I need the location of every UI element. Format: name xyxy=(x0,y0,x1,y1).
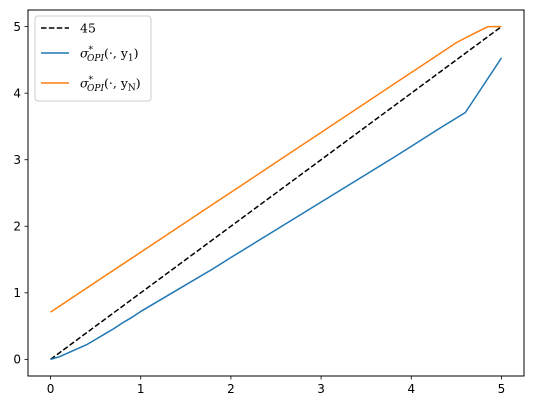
x-tick-label: 1 xyxy=(137,382,145,396)
series-line-2 xyxy=(50,57,503,361)
x-tick-label: 0 xyxy=(47,382,55,396)
series-line-1 xyxy=(50,26,502,360)
legend-label-2: σ* OPI(·, y1) xyxy=(80,46,139,65)
series-line-3 xyxy=(50,25,502,313)
y-tick-label: 3 xyxy=(13,153,21,167)
y-tick-label: 5 xyxy=(13,20,21,34)
x-tick-label: 5 xyxy=(498,382,506,396)
y-tick-label: 1 xyxy=(13,286,21,300)
y-tick-label: 2 xyxy=(13,219,21,233)
x-tick-label: 4 xyxy=(407,382,415,396)
legend-box xyxy=(34,15,152,102)
x-axis-ticks: 0 1 2 3 4 5 xyxy=(47,376,506,396)
legend-label-1: 45 xyxy=(80,21,96,36)
legend-label-3: σ* OPI(·, yN) xyxy=(80,76,141,95)
y-tick-label: 4 xyxy=(13,86,21,100)
y-axis-ticks: 0 1 2 3 4 5 xyxy=(13,20,28,367)
x-tick-label: 2 xyxy=(227,382,235,396)
x-tick-label: 3 xyxy=(317,382,325,396)
plot-frame xyxy=(27,9,525,377)
plot-lines xyxy=(50,25,503,361)
y-tick-label: 0 xyxy=(13,353,21,367)
legend: 45 σ* OPI(·, y1) σ* OPI(·, yN) xyxy=(34,15,152,102)
